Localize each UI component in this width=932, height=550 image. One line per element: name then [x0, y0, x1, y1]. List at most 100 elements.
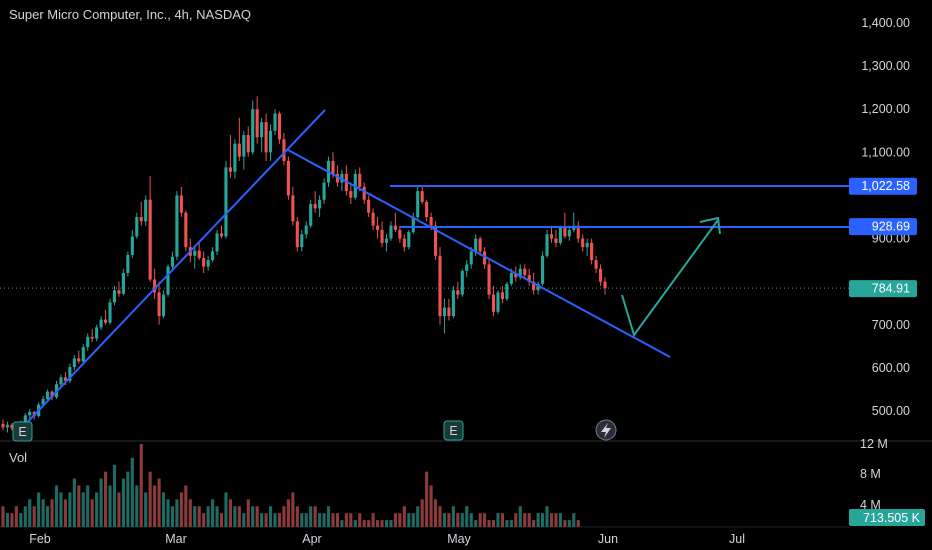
volume-bar: [358, 513, 362, 527]
candle: [309, 199, 313, 228]
candle: [505, 281, 509, 302]
volume-bar: [509, 520, 513, 527]
candle: [541, 251, 545, 286]
volume-bar: [50, 499, 54, 527]
volume-bar: [90, 499, 94, 527]
candle: [99, 316, 103, 330]
volume-bar: [251, 506, 255, 527]
volume-bar: [318, 513, 322, 527]
volume-bar: [411, 513, 415, 527]
volume-bar: [10, 513, 14, 527]
candle: [527, 268, 531, 286]
candle: [384, 234, 389, 252]
e-icon: E: [449, 424, 457, 438]
volume-bar: [474, 520, 478, 527]
x-tick-label: Feb: [29, 532, 51, 546]
candle: [264, 113, 268, 161]
candle: [402, 234, 406, 252]
uptrend-line[interactable]: [19, 109, 326, 431]
price-tags[interactable]: 1,022.58 928.69 784.91 713.505 K: [849, 177, 925, 526]
volume-bar: [161, 492, 166, 527]
candle: [282, 132, 286, 166]
svg-text:928.69: 928.69: [872, 220, 910, 234]
volume-bar: [282, 506, 286, 527]
volume-bar: [572, 513, 576, 527]
candle: [175, 191, 179, 261]
volume-bar: [491, 520, 496, 527]
candle: [594, 255, 598, 274]
volume-bar: [322, 513, 326, 527]
candle: [469, 247, 473, 269]
volume-bar: [563, 520, 567, 527]
x-tick-label: Jul: [729, 532, 745, 546]
candle: [215, 229, 219, 255]
volume-bar: [104, 471, 108, 527]
volume-bar: [126, 471, 130, 527]
svg-text:784.91: 784.91: [872, 282, 910, 296]
earnings-marker[interactable]: E: [443, 420, 464, 441]
y-tick-label: 1,300.00: [861, 59, 910, 73]
candle: [166, 264, 170, 297]
candle: [389, 221, 393, 241]
candle: [545, 229, 549, 258]
candle: [228, 135, 232, 179]
e-icon: E: [18, 425, 26, 439]
y-tick-label: 500.00: [872, 404, 910, 418]
volume-bar: [246, 499, 250, 527]
candle: [300, 229, 304, 252]
candle: [523, 264, 527, 278]
candle: [193, 247, 197, 269]
chart-title: Super Micro Computer, Inc., 4h, NASDAQ: [9, 7, 252, 22]
volume-bar: [380, 520, 384, 527]
volume-bar: [63, 499, 67, 527]
candle: [576, 221, 580, 243]
volume-bar: [567, 520, 571, 527]
downtrend-line[interactable]: [287, 149, 671, 358]
volume-bar: [532, 520, 536, 527]
candle: [77, 350, 81, 364]
volume-bar: [242, 513, 246, 527]
volume-bar: [313, 506, 317, 527]
earnings-marker[interactable]: E: [12, 421, 33, 442]
volume-bar: [72, 478, 76, 527]
level-price-tag[interactable]: 928.69: [849, 218, 917, 236]
volume-tick-label: 8 M: [860, 467, 881, 481]
volume-bar: [500, 513, 504, 527]
candle: [304, 221, 308, 239]
drawings[interactable]: [19, 109, 850, 431]
candle: [295, 217, 299, 252]
candle: [242, 130, 246, 170]
volume-bar: [487, 520, 491, 527]
last-volume-tag[interactable]: 713.505 K: [849, 509, 925, 526]
candle: [104, 309, 108, 325]
volume-bar: [456, 513, 460, 527]
candle: [416, 186, 420, 220]
volume-bar: [429, 485, 433, 527]
split-marker[interactable]: [595, 419, 617, 441]
volume-bar: [554, 513, 558, 527]
volume-bar: [442, 513, 447, 527]
candle: [313, 191, 317, 213]
volume-bar: [112, 464, 117, 527]
candle: [255, 96, 259, 144]
y-tick-label: 1,400.00: [861, 16, 910, 30]
volume-bar: [523, 513, 527, 527]
candle: [202, 251, 206, 274]
projection-arrow[interactable]: [621, 219, 719, 338]
candle: [371, 208, 375, 230]
volume-bar: [286, 499, 290, 527]
candle: [590, 238, 594, 265]
volume-bar: [558, 513, 562, 527]
event-markers[interactable]: E E: [12, 419, 617, 442]
candle: [291, 186, 295, 226]
candle: [130, 229, 134, 258]
candle: [95, 324, 99, 342]
last-price-tag[interactable]: 784.91: [849, 280, 917, 298]
volume-bar: [233, 506, 237, 527]
candle: [563, 212, 567, 239]
volume-bar: [108, 485, 112, 527]
volume-bar: [175, 499, 179, 527]
volume-bar: [99, 478, 103, 527]
level-price-tag[interactable]: 1,022.58: [849, 177, 917, 195]
